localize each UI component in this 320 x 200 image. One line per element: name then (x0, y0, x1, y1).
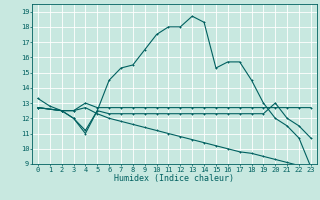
X-axis label: Humidex (Indice chaleur): Humidex (Indice chaleur) (115, 174, 234, 183)
